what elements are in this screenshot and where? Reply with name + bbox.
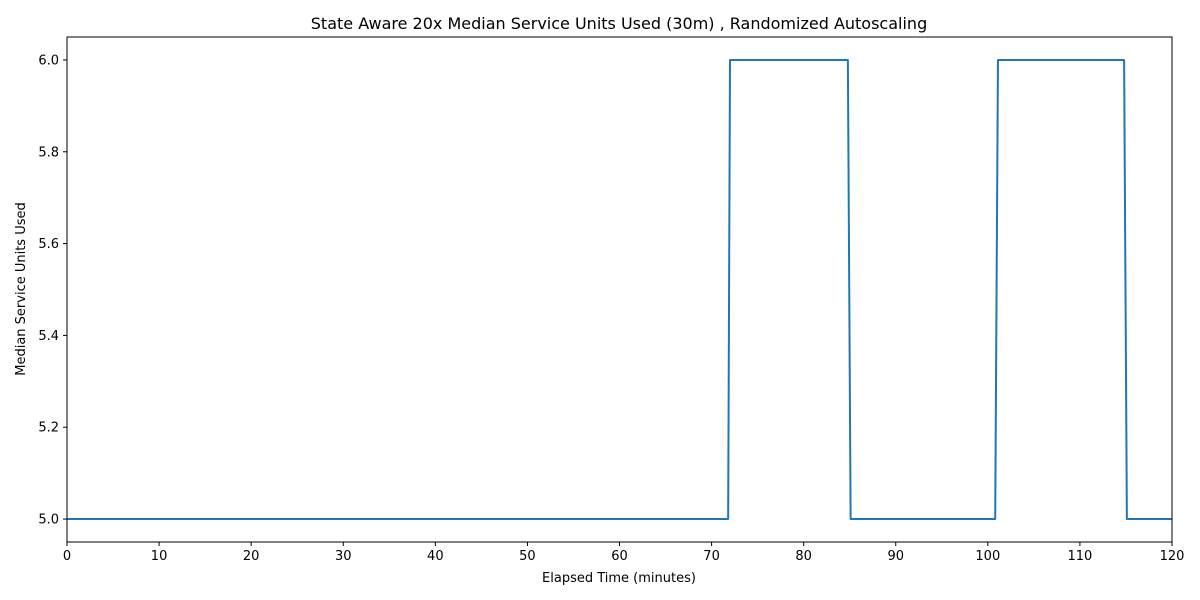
y-axis: 5.0 5.2 5.4 5.6 5.8 6.0 [38, 53, 67, 528]
x-tick-label: 60 [611, 549, 628, 564]
y-tick-label: 5.2 [38, 421, 59, 436]
x-tick-label: 50 [519, 549, 536, 564]
y-tick-label: 5.8 [38, 145, 59, 160]
y-tick-label: 5.4 [38, 329, 59, 344]
x-tick-label: 80 [795, 549, 812, 564]
x-tick-label: 120 [1160, 549, 1185, 564]
x-tick-label: 30 [335, 549, 352, 564]
x-tick-label: 110 [1068, 549, 1093, 564]
x-axis: 0 10 20 30 40 50 60 70 80 90 100 110 120 [63, 542, 1185, 564]
x-tick-label: 0 [63, 549, 71, 564]
y-tick-label: 5.6 [38, 237, 59, 252]
series-line-0 [67, 58, 1172, 521]
x-axis-label: Elapsed Time (minutes) [542, 571, 696, 586]
x-tick-label: 90 [887, 549, 904, 564]
x-tick-label: 10 [151, 549, 168, 564]
chart-title: State Aware 20x Median Service Units Use… [311, 14, 927, 33]
y-tick-label: 5.0 [38, 513, 59, 528]
y-axis-label: Median Service Units Used [14, 202, 29, 376]
plot-area [67, 58, 1172, 521]
x-tick-label: 100 [975, 549, 1000, 564]
x-tick-label: 70 [703, 549, 720, 564]
x-tick-label: 40 [427, 549, 444, 564]
x-tick-label: 20 [243, 549, 260, 564]
y-tick-label: 6.0 [38, 53, 59, 68]
axes-frame [66, 36, 1173, 543]
